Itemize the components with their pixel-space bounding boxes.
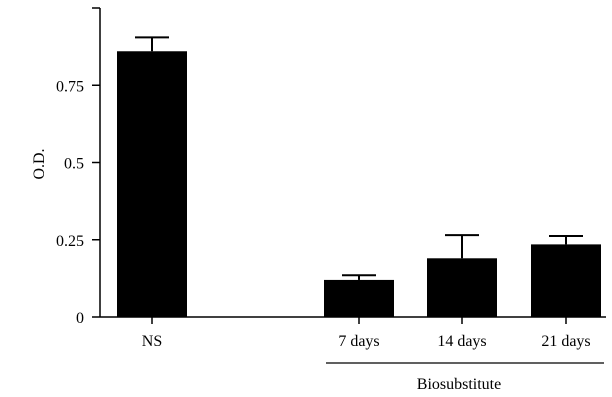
x-tick-label: NS	[142, 333, 162, 350]
y-axis-label: O.D.	[31, 148, 48, 179]
labels: 0 0.25 0.5 0.75 NS 7 days 14 days 21 days	[56, 78, 591, 350]
x-tick-label: 14 days	[437, 333, 486, 350]
y-tick-label: 0	[76, 310, 84, 327]
bar	[427, 258, 497, 317]
bars	[117, 36, 601, 317]
bar	[324, 279, 394, 317]
y-tick-label: 0.5	[64, 156, 84, 173]
group-label: Biosubstitute	[417, 376, 501, 393]
bar	[117, 51, 187, 317]
x-tick-label: 7 days	[338, 333, 379, 350]
bar	[531, 244, 601, 317]
y-tick-label: 0.25	[56, 233, 84, 250]
y-tick-label: 0.75	[56, 78, 84, 95]
x-tick-label: 21 days	[541, 333, 590, 350]
